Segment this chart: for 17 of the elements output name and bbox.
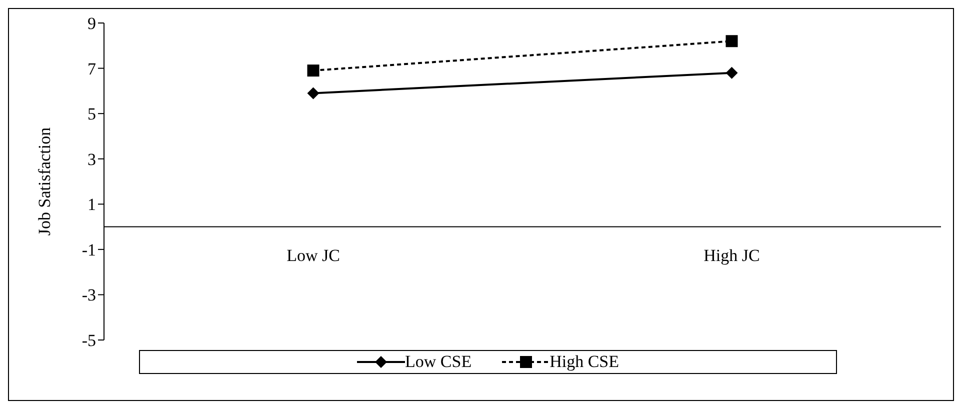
point: [726, 66, 738, 79]
y-tick-label: 1: [88, 195, 96, 214]
x-tick-label: Low JC: [286, 246, 340, 265]
y-tick-label: -1: [82, 240, 96, 260]
y-tick-label: 3: [88, 150, 96, 169]
legend-label: Low CSE: [404, 352, 472, 372]
y-tick-label: -3: [82, 286, 96, 305]
y-tick-label: 9: [88, 14, 96, 34]
point: [307, 87, 320, 100]
point: [307, 64, 320, 77]
legend-label: High CSE: [550, 352, 620, 372]
x-tick-label: High JC: [704, 246, 760, 265]
y-tick-label: 7: [88, 59, 96, 78]
point: [726, 35, 738, 48]
y-axis-title: Job Satisfaction: [35, 126, 54, 236]
y-tick-label: 5: [88, 104, 96, 124]
y-tick-label: -5: [82, 331, 96, 350]
